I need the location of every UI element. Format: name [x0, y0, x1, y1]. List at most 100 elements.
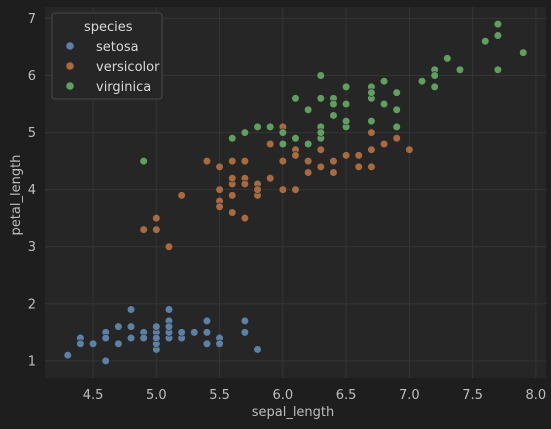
- data-point: [126, 322, 136, 331]
- y-tick-label: 2: [28, 297, 36, 312]
- data-point: [215, 185, 224, 194]
- data-point: [101, 333, 110, 343]
- x-tick-label: 7.0: [399, 388, 420, 403]
- data-point: [342, 117, 351, 126]
- data-point: [493, 20, 503, 29]
- legend-items: setosa versicolor virginica: [66, 40, 160, 95]
- data-point: [101, 356, 110, 365]
- data-point: [177, 328, 186, 337]
- data-point: [392, 122, 401, 131]
- data-point: [228, 208, 237, 217]
- data-point: [266, 139, 275, 149]
- data-point: [379, 77, 389, 86]
- legend-label: virginica: [96, 80, 151, 95]
- data-point: [417, 77, 427, 86]
- data-point: [139, 157, 148, 166]
- data-point: [164, 322, 174, 331]
- data-point: [519, 48, 528, 57]
- data-point: [139, 333, 148, 343]
- legend-box: [51, 12, 163, 100]
- data-point: [316, 162, 325, 171]
- legend-marker: [66, 82, 74, 90]
- legend-label: setosa: [96, 40, 139, 55]
- series-versicolor: [139, 122, 414, 251]
- data-point: [392, 105, 401, 114]
- data-point: [202, 328, 212, 337]
- data-point: [493, 65, 503, 74]
- x-tick-label: 8.0: [526, 388, 547, 403]
- data-point: [329, 157, 338, 166]
- data-point: [367, 162, 376, 171]
- legend-title: species: [84, 20, 133, 35]
- series-virginica: [139, 20, 528, 166]
- data-point: [215, 162, 224, 171]
- data-point: [215, 339, 224, 348]
- data-point: [253, 185, 262, 194]
- data-point: [266, 122, 275, 131]
- data-point: [329, 99, 338, 109]
- y-axis-ticks: 1 2 3 4 5 6 7: [28, 12, 36, 369]
- data-point: [139, 225, 148, 234]
- data-point: [316, 128, 325, 137]
- x-tick-label: 5.5: [209, 388, 230, 403]
- data-point: [152, 214, 161, 223]
- y-tick-label: 6: [28, 69, 36, 84]
- data-point: [126, 333, 136, 343]
- data-point: [190, 328, 199, 337]
- data-point: [379, 99, 389, 109]
- data-point: [367, 128, 376, 137]
- data-point: [202, 157, 212, 166]
- data-point: [405, 145, 414, 154]
- data-point: [304, 139, 313, 149]
- x-axis-ticks: 4.5 5.0 5.5 6.0 6.5 7.0 7.5 8.0: [83, 388, 546, 403]
- data-point: [342, 151, 351, 160]
- data-point: [291, 94, 300, 103]
- y-tick-label: 5: [28, 126, 36, 141]
- data-point: [266, 174, 275, 183]
- data-point: [329, 111, 338, 120]
- data-point: [152, 322, 161, 331]
- data-point: [392, 134, 401, 143]
- data-point: [63, 351, 72, 360]
- y-tick-label: 3: [28, 240, 36, 255]
- data-point: [228, 157, 237, 166]
- data-point: [367, 145, 376, 154]
- data-point: [202, 339, 212, 348]
- data-point: [304, 168, 313, 177]
- data-point: [316, 94, 325, 103]
- data-point: [291, 185, 300, 194]
- data-point: [443, 54, 452, 63]
- data-point: [430, 82, 439, 92]
- x-tick-label: 6.0: [273, 388, 294, 403]
- data-point: [291, 134, 300, 143]
- data-point: [316, 145, 325, 154]
- data-point: [342, 82, 351, 92]
- data-point: [278, 185, 287, 194]
- series-setosa: [63, 305, 262, 365]
- data-points: [63, 20, 528, 365]
- data-point: [228, 134, 237, 143]
- x-tick-label: 7.5: [462, 388, 483, 403]
- data-point: [430, 71, 439, 80]
- y-tick-label: 7: [28, 12, 36, 27]
- y-tick-label: 1: [28, 354, 36, 369]
- data-point: [88, 339, 98, 348]
- data-point: [152, 333, 161, 343]
- data-point: [278, 139, 287, 149]
- data-point: [316, 71, 325, 80]
- y-axis-label: petal_length: [9, 155, 24, 236]
- data-point: [253, 345, 262, 354]
- legend-label: versicolor: [96, 60, 160, 75]
- data-point: [114, 339, 123, 348]
- data-point: [76, 339, 85, 348]
- data-point: [304, 157, 313, 166]
- x-tick-label: 4.5: [83, 388, 104, 403]
- data-point: [278, 157, 287, 166]
- data-point: [493, 31, 503, 40]
- data-point: [164, 242, 174, 251]
- data-point: [329, 168, 338, 177]
- data-point: [114, 322, 123, 331]
- data-point: [240, 157, 249, 166]
- data-point: [228, 174, 237, 183]
- data-point: [354, 162, 363, 171]
